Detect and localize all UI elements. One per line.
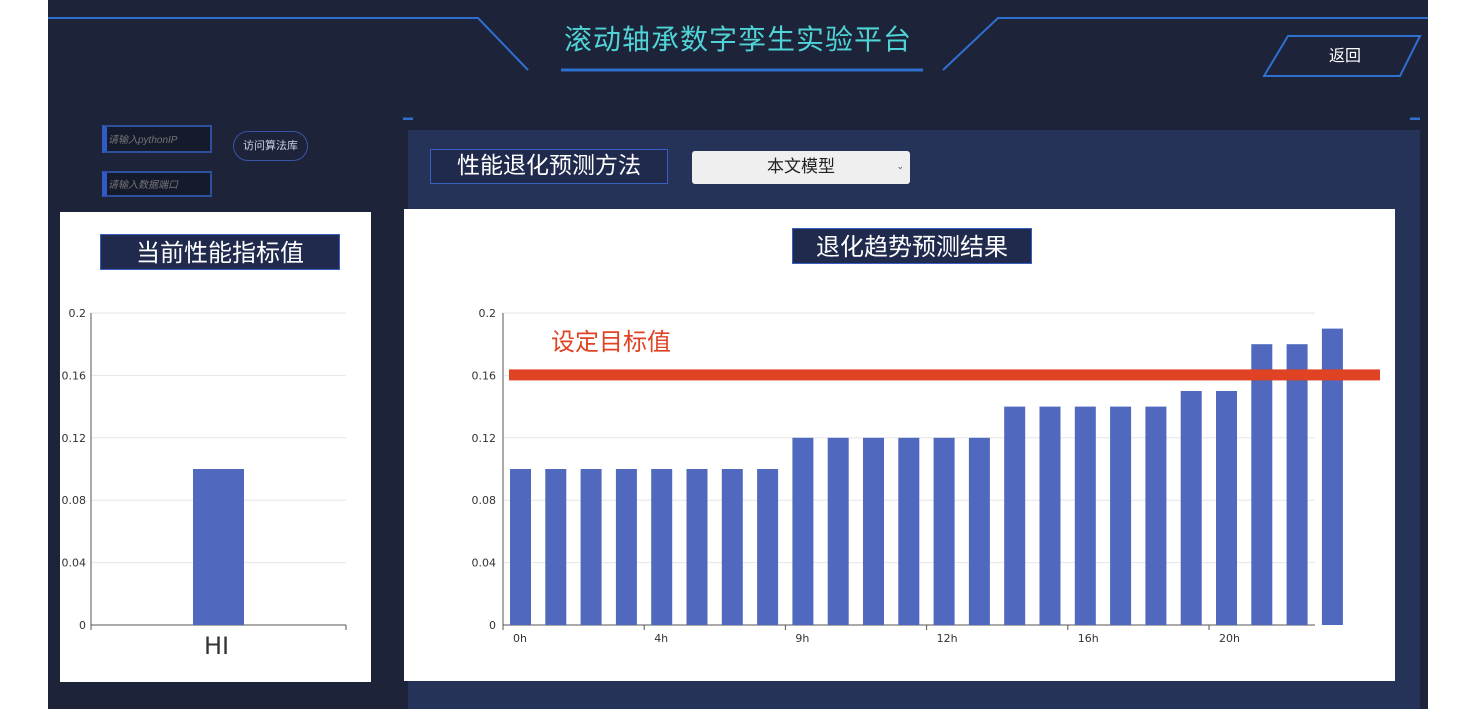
visit-algorithm-library-button[interactable]: 访问算法库 bbox=[233, 131, 308, 161]
y-tick-label: 0.08 bbox=[62, 494, 87, 507]
x-tick-label: 9h bbox=[795, 632, 809, 645]
bar bbox=[1180, 391, 1202, 625]
bar bbox=[863, 437, 884, 625]
method-label: 性能退化预测方法 bbox=[430, 149, 668, 184]
bar bbox=[1286, 344, 1308, 625]
bar bbox=[1110, 406, 1132, 625]
bar bbox=[792, 437, 814, 625]
python-ip-input[interactable] bbox=[102, 125, 212, 153]
data-port-input[interactable] bbox=[102, 171, 212, 197]
x-tick-label: 12h bbox=[937, 632, 958, 645]
y-tick-label: 0.04 bbox=[472, 557, 497, 570]
back-button[interactable]: 返回 bbox=[1328, 46, 1361, 65]
x-tick-label: 20h bbox=[1219, 632, 1240, 645]
bar bbox=[933, 437, 955, 625]
bar bbox=[510, 469, 531, 625]
bar bbox=[1216, 391, 1237, 625]
y-tick-label: 0.2 bbox=[479, 307, 497, 320]
bar bbox=[898, 437, 920, 625]
threshold-line bbox=[509, 369, 1380, 381]
app-window: 滚动轴承数字孪生实验平台 返回 访问算法库 性能退化预测方法 本文模型 ⌄ 当前性… bbox=[48, 0, 1428, 709]
bar bbox=[1074, 406, 1096, 625]
y-tick-label: 0 bbox=[79, 619, 86, 632]
bar bbox=[827, 437, 849, 625]
bar bbox=[545, 469, 567, 625]
x-tick-label: 4h bbox=[654, 632, 668, 645]
bar bbox=[580, 469, 602, 625]
left-panel-title: 当前性能指标值 bbox=[100, 234, 340, 270]
x-tick-label: 16h bbox=[1078, 632, 1099, 645]
bar bbox=[1039, 406, 1061, 625]
bar bbox=[651, 469, 673, 625]
bar bbox=[615, 469, 637, 625]
y-tick-label: 0.16 bbox=[62, 369, 87, 382]
y-tick-label: 0.04 bbox=[62, 557, 87, 570]
y-tick-label: 0.08 bbox=[472, 494, 497, 507]
y-tick-label: 0.12 bbox=[62, 432, 87, 445]
bar bbox=[757, 469, 779, 625]
bar bbox=[1251, 344, 1273, 625]
y-tick-label: 0.2 bbox=[69, 307, 87, 320]
y-tick-label: 0 bbox=[489, 619, 496, 632]
bar bbox=[1145, 406, 1167, 625]
x-tick-label: 0h bbox=[513, 632, 527, 645]
bar bbox=[721, 469, 743, 625]
x-category-label: HI bbox=[204, 632, 230, 660]
header-frame bbox=[48, 17, 1428, 120]
y-tick-label: 0.12 bbox=[472, 432, 497, 445]
bar bbox=[1321, 328, 1343, 625]
chevron-down-icon: ⌄ bbox=[896, 162, 904, 172]
page-title: 滚动轴承数字孪生实验平台 bbox=[563, 23, 912, 56]
method-selected-value: 本文模型 bbox=[767, 157, 835, 177]
threshold-label: 设定目标值 bbox=[551, 328, 671, 356]
method-select[interactable]: 本文模型 ⌄ bbox=[692, 151, 910, 184]
bar bbox=[968, 437, 990, 625]
bar bbox=[1004, 406, 1026, 625]
y-tick-label: 0.16 bbox=[472, 369, 497, 382]
bar bbox=[193, 469, 244, 625]
bar bbox=[686, 469, 708, 625]
right-panel-title: 退化趋势预测结果 bbox=[792, 228, 1032, 264]
